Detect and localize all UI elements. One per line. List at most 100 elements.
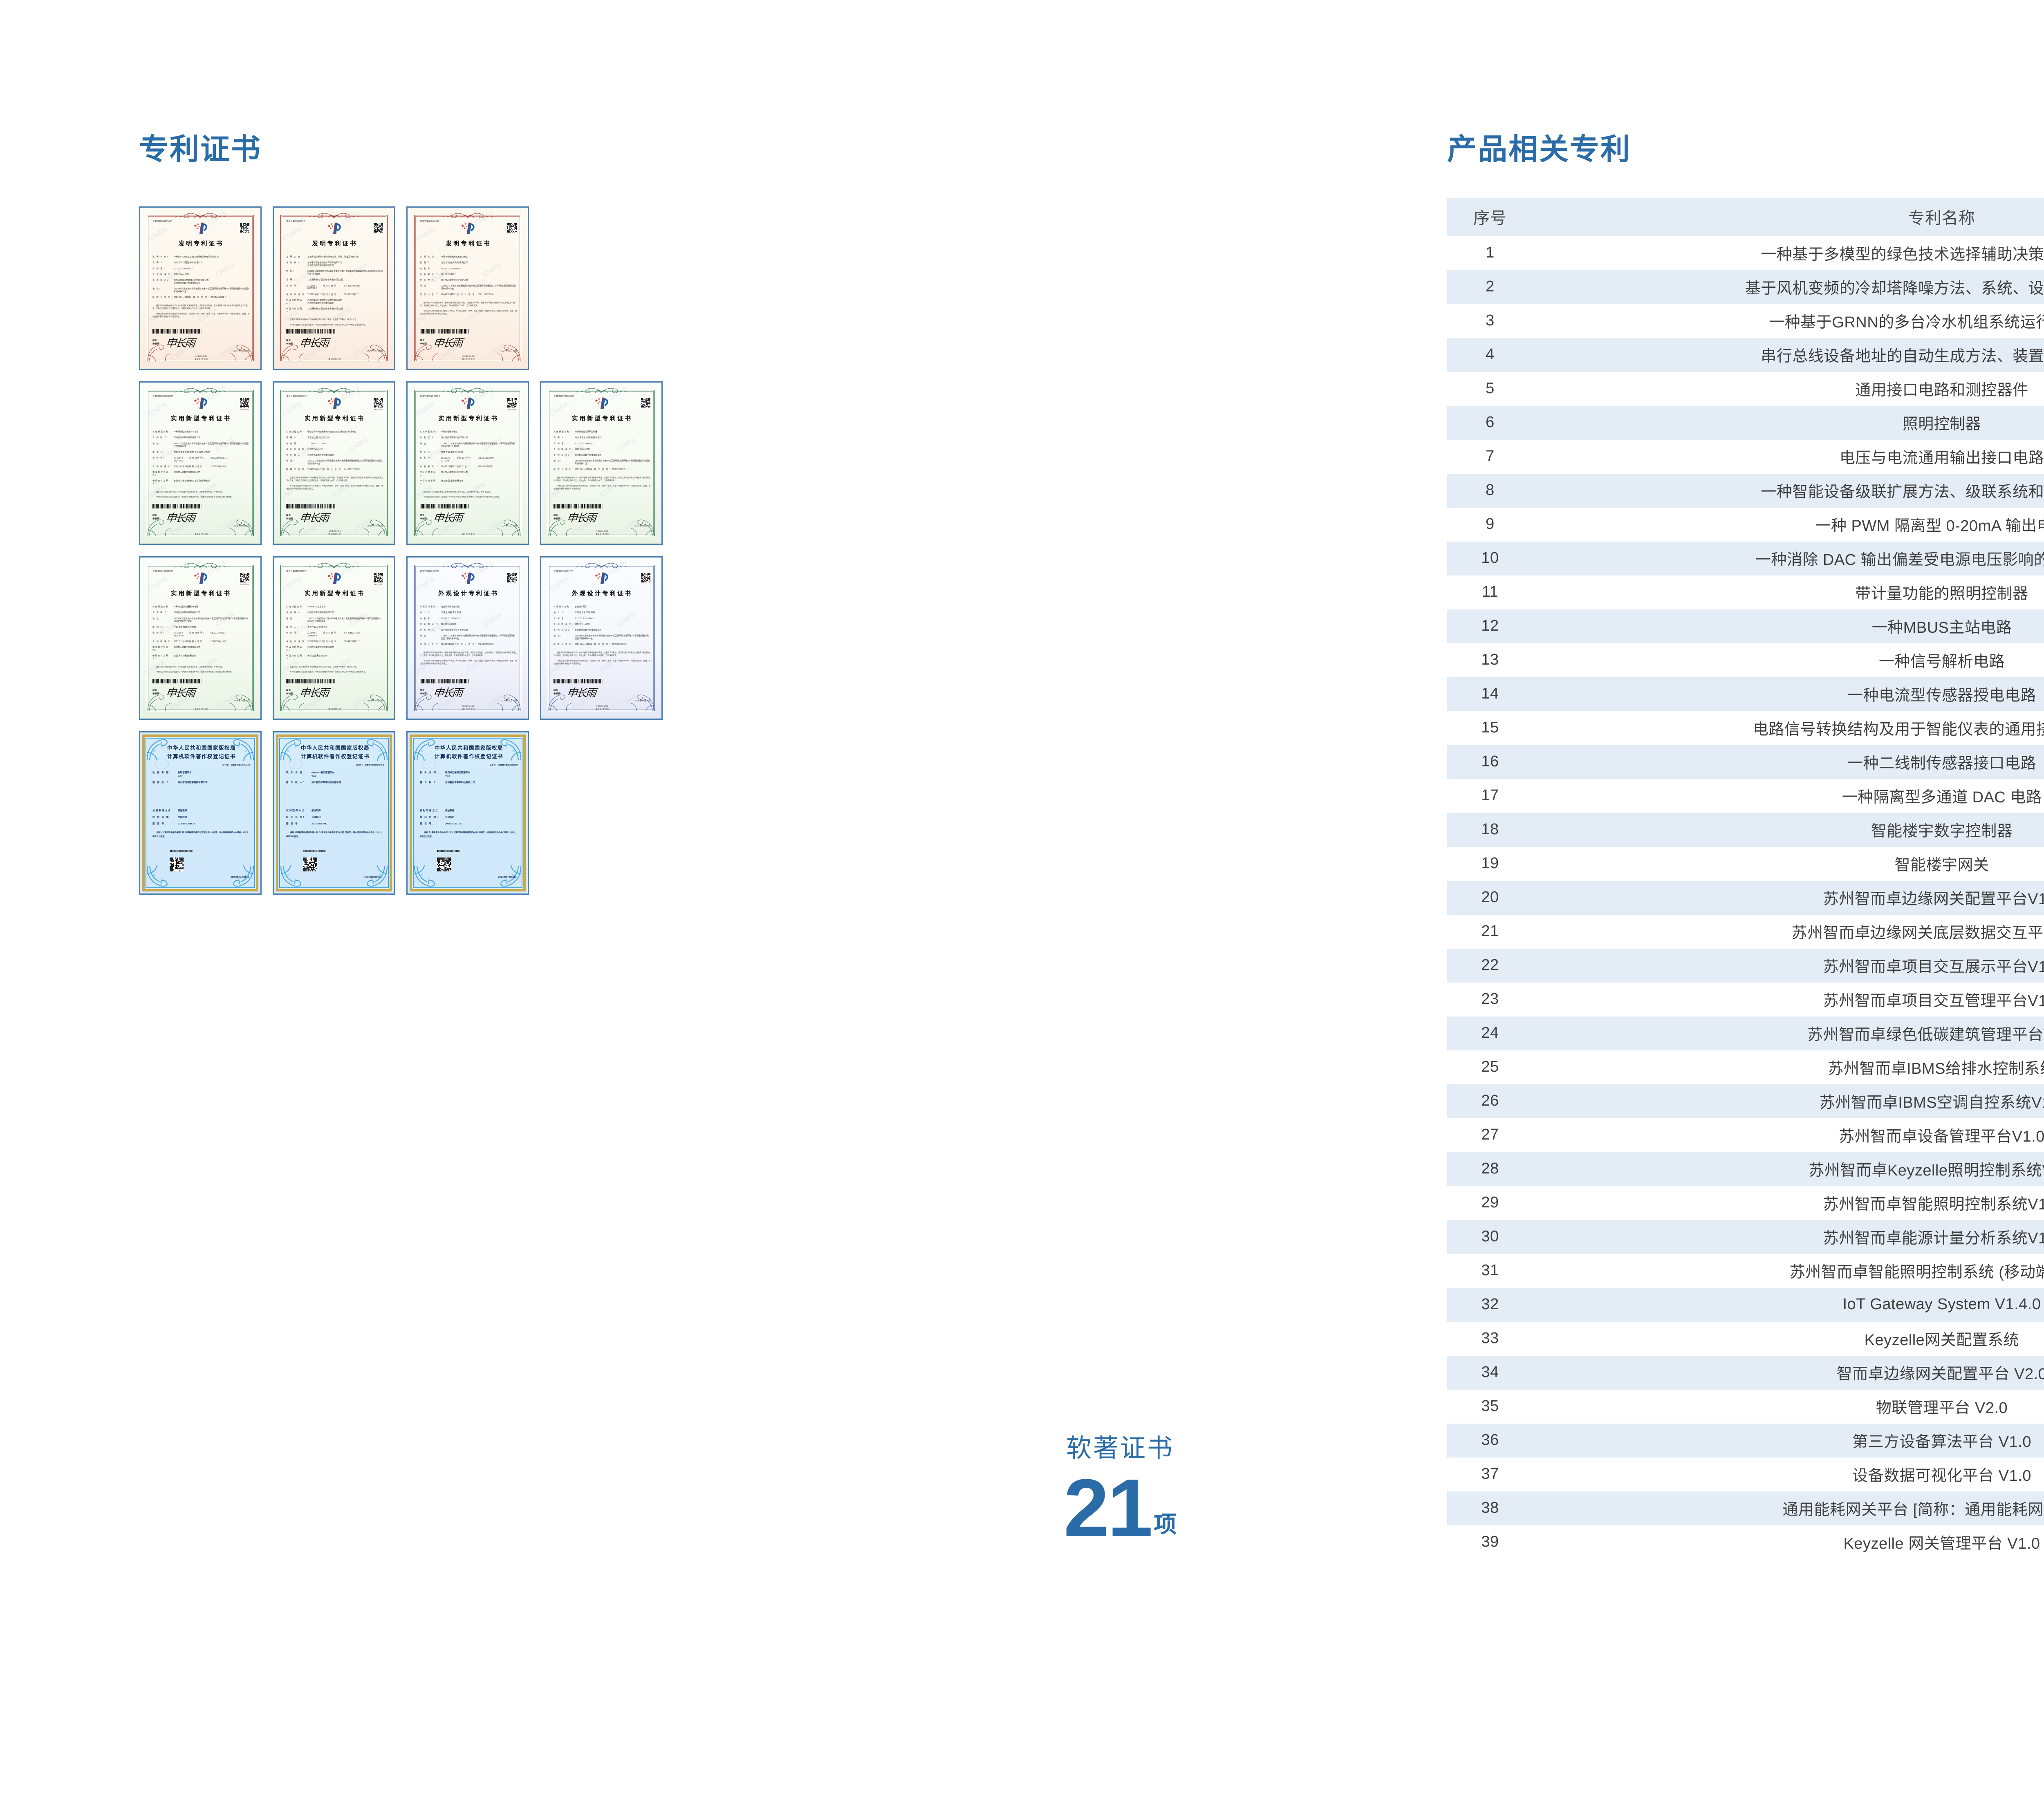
cert-field-key: 申请日时发明人： — [420, 480, 436, 485]
cert-field-value: ZL 2023 2 1721781.6 — [307, 442, 327, 445]
qr-code-icon — [507, 397, 517, 408]
cert-field-value: 2023年12月28日 — [307, 640, 323, 643]
cert-field: 地 址： 215000 江苏省苏州市相城经济技术开发区澄阳街道澄阳路116号阳澄… — [420, 285, 517, 291]
ornament-bottom-right-icon — [228, 518, 254, 537]
cert-field-key: 发 明 人： — [420, 451, 433, 454]
certificate-frame — [414, 213, 521, 361]
certificate-legal-text: 国家知识产权局依照中华人民共和国专利法进行初步审查，决定授予专利权，颁发实用新型… — [554, 477, 651, 490]
director-signature-block: 局长 申长雨 申长雨 — [152, 335, 195, 350]
certificate-footnote: 其他事项参见续页 — [596, 705, 609, 707]
cert-field-key-2: 授 权 公 告 号： — [189, 296, 211, 299]
sw-field: 著 作 权 人： 苏州智而卓数字科技有限公司 — [152, 781, 251, 784]
certificate-frame — [147, 213, 254, 361]
software-copyright-certificate[interactable]: 中华人民共和国国家版权局 计算机软件著作权登记证书 证书号： 软著登字第15835… — [273, 731, 395, 895]
patent-certificate[interactable]: CNIPA CNIPA CNIPA CNIPA CNIPA CNIPA CNIPA CNIPA… — [273, 381, 395, 545]
cert-field-value: 215000 江苏省苏州市相城经济技术开发区澄阳街道澄阳路116号阳澄湖国际科创… — [575, 460, 650, 465]
patent-index: 6 — [1447, 406, 1533, 440]
cert-field: 地 址： 215000 江苏省苏州市苏州相城经济技术开发区澄阳街道澄阳路116号… — [420, 443, 517, 448]
qr-code-icon — [239, 397, 250, 408]
cert-field: 申请日时发明人： 黄亮;王磊;李建池;吴志祥 — [420, 480, 517, 486]
certificate-date: 2024年10月15日 — [233, 700, 250, 702]
sw-field-key: 软 件 名 称： — [152, 771, 173, 774]
sw-fields-secondary: 权利取得方式： 原始取得 权 利 范 围： 全部权利 登 记 号： 2025SR… — [420, 809, 518, 826]
patent-certificate[interactable]: CNIPA CNIPA CNIPA CNIPA CNIPA CNIPA CNIPA CNIPA… — [540, 381, 663, 545]
cert-field-key: 专 利 权 人： — [152, 279, 170, 282]
ornament-top-icon — [303, 212, 365, 219]
cert-field-key: 地 址： — [420, 635, 429, 638]
cert-field: 专 利 申 请 日： 2023年12月06日 授权公告日： 2024年10月15… — [152, 640, 250, 643]
cert-field: 专 利 申 请 日： 2022年08月22日 — [420, 273, 517, 276]
patent-certificate[interactable]: CNIPA CNIPA CNIPA CNIPA CNIPA CNIPA CNIPA CNIPA… — [273, 206, 395, 370]
cert-field-value: 苏州思萃融合基建技术研究所有限公司 苏州智而卓数字科技有限公司 — [174, 279, 209, 284]
patent-certificate[interactable]: CNIPA CNIPA CNIPA CNIPA CNIPA CNIPA CNIPA CNIPA… — [273, 556, 395, 720]
patent-certificate[interactable]: CNIPA CNIPA CNIPA CNIPA CNIPA CNIPA CNIPA CNIPA… — [406, 206, 529, 370]
certificate-title: 发明专利证书 — [446, 241, 491, 247]
certificate-title: 实用新型专利证书 — [438, 416, 499, 422]
cert-field-key: 外观设计名称： — [420, 606, 439, 608]
patent-certificate[interactable]: CNIPA CNIPA CNIPA CNIPA CNIPA CNIPA CNIPA CNIPA… — [139, 556, 262, 720]
patent-certificate[interactable]: CNIPA CNIPA CNIPA CNIPA CNIPA CNIPA CNIPA CNIPA… — [139, 381, 262, 545]
cert-field-value: ZL 2023 2 3316358.9 — [174, 631, 184, 637]
software-copyright-label: 软著证书 — [1066, 1434, 1174, 1462]
sw-certificate-title: 中华人民共和国国家版权局 计算机软件著作权登记证书 — [434, 745, 503, 760]
certificate-number: 证书号第22926608号 — [152, 395, 173, 398]
cert-field: 发 明 人： 马杰;袁琦;李国建;孙日近;董红林 — [152, 262, 250, 264]
sw-certificate-body: 中华人民共和国国家版权局 计算机软件著作权登记证书 证书号： 软著登字第15835… — [286, 744, 384, 885]
cert-field: 授 权 公 告 日： 2024年04月16日 授 权 公 告 号： CN 308… — [554, 643, 651, 646]
cert-field-value: 马杰;董红林;李国建;张小冬;孙日近;王超 — [307, 279, 343, 282]
ornament-bottom-right-icon — [629, 693, 655, 712]
certificate-date: 2024年04月16日 — [634, 700, 651, 702]
cert-field-value-2: CN 115298558 B — [478, 293, 493, 296]
patent-index: 23 — [1481, 990, 1499, 1008]
cert-field: 专 利 申 请 日： 2022年04月22日 授权公告日： 2025年06月13… — [286, 293, 383, 296]
director-label: 局长 申长雨 — [286, 339, 293, 345]
certificate-body: 证书号第8000882号 发明专利证书 发 明 名 称： 基于风机变频的冷却塔降… — [286, 220, 383, 360]
ornament-bottom-right-icon — [361, 693, 388, 712]
barcode-icon — [152, 504, 202, 508]
director-signature-block: 局长 申长雨 申长雨 — [152, 685, 195, 700]
cert-field-key: 地 址： — [286, 460, 296, 463]
table-row: 25苏州智而卓IBMS给排水控制系统软著 — [1447, 1050, 2044, 1084]
cert-field-key-2: 授 权 公 告 号： — [590, 643, 612, 646]
cnipa-logo-icon — [326, 222, 343, 235]
software-copyright-certificate[interactable]: 中华人民共和国国家版权局 计算机软件著作权登记证书 证书号： 软著登字第15863… — [406, 731, 529, 895]
cert-field-value-2: CN 222940799 U — [211, 457, 226, 459]
cert-field-key: 设 计 人： — [420, 611, 433, 614]
patent-certificate[interactable]: CNIPA CNIPA CNIPA CNIPA CNIPA CNIPA CNIPA CNIPA… — [540, 556, 663, 720]
cert-field-key: 专 利 号： — [286, 284, 300, 287]
patent-name: 一种信号解析电路 — [1878, 653, 2005, 670]
cert-field-value: 一种MBUS主站电路 — [307, 606, 326, 608]
patent-index: 2 — [1447, 270, 1533, 304]
table-row: 3一种基于GRNN的多台冷水机组系统运行控制方法发明 — [1447, 304, 2044, 338]
certificate-legal-text: 国家知识产权局依照中华人民共和国专利法进行审查，决定授予专利权，颁发发明专利证书… — [420, 302, 517, 315]
cert-field-value: ZL 2023 1 3171523 — [441, 457, 450, 462]
cert-field-key-2: 授权公告日： — [323, 640, 339, 643]
patent-index: 19 — [1481, 855, 1499, 872]
software-copyright-certificate[interactable]: 中华人民共和国国家版权局 计算机软件著作权登记证书 证书号： 软著登字第15865… — [139, 731, 262, 895]
certificate-fields: 发 明 名 称： 一种基于GRNN的多台冷水机组系统运行控制方法 发 明 人： … — [152, 256, 250, 299]
certificate-number: 证书号第8604075号 — [420, 570, 439, 573]
sw-field-key: 软 件 名 称： — [286, 771, 306, 774]
cert-field-key: 专 利 申 请 日： — [420, 273, 441, 276]
cert-field-value-2: CN 221529176 U — [344, 631, 360, 634]
director-label: 局长 申长雨 — [420, 689, 427, 695]
director-signature-block: 局长 申长雨 申长雨 — [420, 335, 462, 350]
cert-field-value: ZL 2023 2 3438840.8 — [307, 631, 317, 637]
patent-certificate[interactable]: CNIPA CNIPA CNIPA CNIPA CNIPA CNIPA CNIPA CNIPA… — [406, 556, 529, 720]
director-signature-block: 局长 申长雨 申长雨 — [554, 685, 596, 700]
patent-name: 一种 PWM 隔离型 0-20mA 输出电路 — [1815, 517, 2044, 535]
patent-index: 10 — [1447, 542, 1533, 575]
sw-certificate-number: 证书号： 软著登字第15863446号 — [490, 764, 518, 766]
official-seal-icon — [422, 759, 436, 769]
sw-certificate-body: 中华人民共和国国家版权局 计算机软件著作权登记证书 证书号： 软著登字第15863… — [420, 744, 518, 885]
certificate-number: 证书号第20680839号 — [286, 395, 307, 398]
ornament-bottom-right-icon — [495, 693, 521, 712]
cert-field: 设 计 人： 李建池;马晨;李昕;刘炜 — [554, 611, 651, 614]
corner-ornament-tl-icon — [413, 738, 438, 761]
director-label: 局长 申长雨 — [554, 514, 560, 520]
patent-certificate[interactable]: CNIPA CNIPA CNIPA CNIPA CNIPA CNIPA CNIPA CNIPA… — [406, 381, 529, 545]
barcode-icon — [286, 679, 336, 683]
patent-certificate[interactable]: CNIPA CNIPA CNIPA CNIPA CNIPA CNIPA CNIPA CNIPA… — [139, 206, 262, 370]
